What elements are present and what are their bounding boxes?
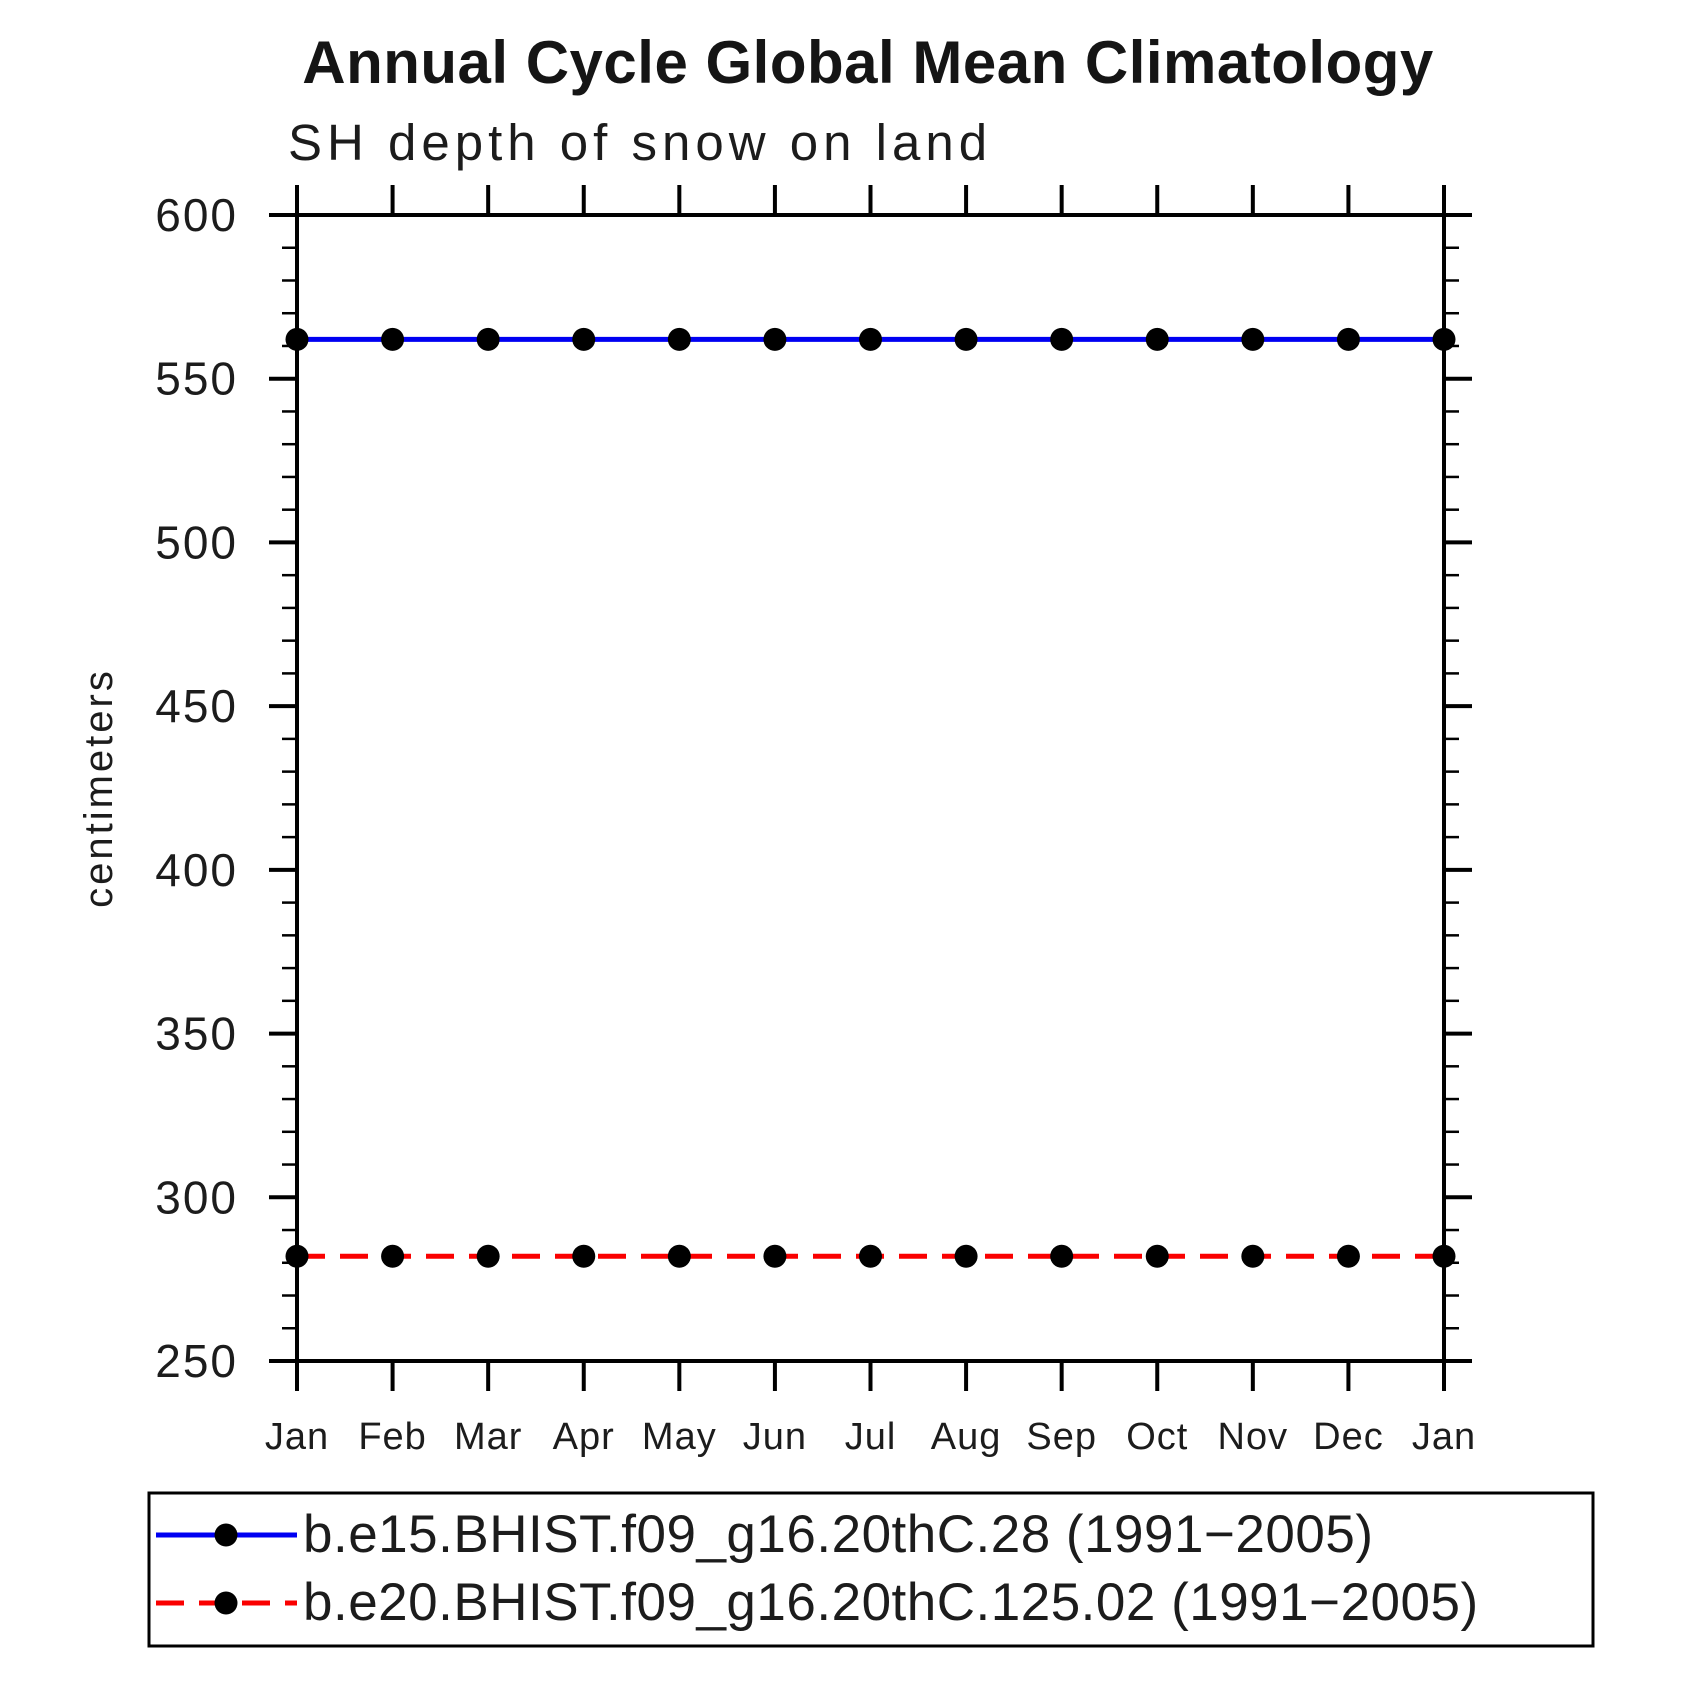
data-point-marker: [1145, 1244, 1169, 1268]
y-tick-label: 350: [155, 1008, 238, 1060]
data-point-marker: [954, 1244, 978, 1268]
y-tick-label: 500: [155, 516, 238, 568]
data-point-marker: [1241, 327, 1265, 351]
data-point-marker: [1336, 1244, 1360, 1268]
plot-frame: [295, 213, 1446, 1363]
data-point-marker: [285, 1244, 309, 1268]
data-point-marker: [1050, 1244, 1074, 1268]
legend-box: [147, 1491, 1595, 1648]
data-point-marker: [285, 327, 309, 351]
data-point-marker: [1432, 1244, 1456, 1268]
y-tick-label: 450: [155, 680, 238, 732]
legend-label-1: b.e20.BHIST.f09_g16.20thC.125.02 (1991−2…: [303, 1573, 1479, 1632]
data-point-marker: [476, 1244, 500, 1268]
data-point-marker: [954, 327, 978, 351]
x-tick-label: Mar: [454, 1416, 522, 1458]
data-point-marker: [1241, 1244, 1265, 1268]
data-point-marker: [667, 1244, 691, 1268]
x-tick-label: Nov: [1218, 1416, 1289, 1458]
legend-marker-1: [214, 1591, 238, 1615]
data-point-marker: [572, 327, 596, 351]
data-point-marker: [763, 1244, 787, 1268]
chart-title: Annual Cycle Global Mean Climatology: [302, 29, 1434, 96]
x-tick-label: May: [642, 1416, 717, 1458]
legend-label-0: b.e15.BHIST.f09_g16.20thC.28 (1991−2005): [303, 1505, 1373, 1564]
data-point-marker: [763, 327, 787, 351]
x-tick-label: Oct: [1126, 1416, 1188, 1458]
legend: b.e15.BHIST.f09_g16.20thC.28 (1991−2005)…: [147, 1491, 1595, 1648]
data-point-marker: [1050, 327, 1074, 351]
y-tick-label: 400: [155, 844, 238, 896]
y-tick-label: 300: [155, 1171, 238, 1223]
y-axis-label: centimeters: [77, 668, 121, 908]
data-point-marker: [381, 327, 405, 351]
data-point-marker: [381, 1244, 405, 1268]
x-tick-label: Apr: [553, 1416, 615, 1458]
data-series: [285, 327, 1456, 1268]
data-point-marker: [1336, 327, 1360, 351]
data-point-marker: [859, 327, 882, 351]
x-tick-label: Sep: [1026, 1416, 1097, 1458]
y-tick-label: 550: [155, 353, 238, 405]
x-tick-label: Jan: [265, 1416, 329, 1458]
data-point-marker: [476, 327, 500, 351]
x-tick-label: Jun: [743, 1416, 807, 1458]
y-tick-label: 250: [155, 1335, 238, 1387]
legend-marker-0: [214, 1523, 238, 1547]
axes: 250 300 350 400 450 500 550 600 Jan Feb Mar Apr May J…: [155, 185, 1476, 1458]
data-point-marker: [667, 327, 691, 351]
data-point-marker: [1145, 327, 1169, 351]
x-tick-label: Jul: [845, 1416, 897, 1458]
data-point-marker: [859, 1244, 882, 1268]
x-tick-label: Feb: [358, 1416, 426, 1458]
chart-subtitle: SH depth of snow on land: [288, 114, 992, 171]
data-point-marker: [572, 1244, 596, 1268]
x-tick-label: Dec: [1313, 1416, 1384, 1458]
x-tick-label: Jan: [1412, 1416, 1476, 1458]
data-point-marker: [1432, 327, 1456, 351]
y-tick-label: 600: [155, 189, 238, 241]
x-tick-label: Aug: [931, 1416, 1002, 1458]
